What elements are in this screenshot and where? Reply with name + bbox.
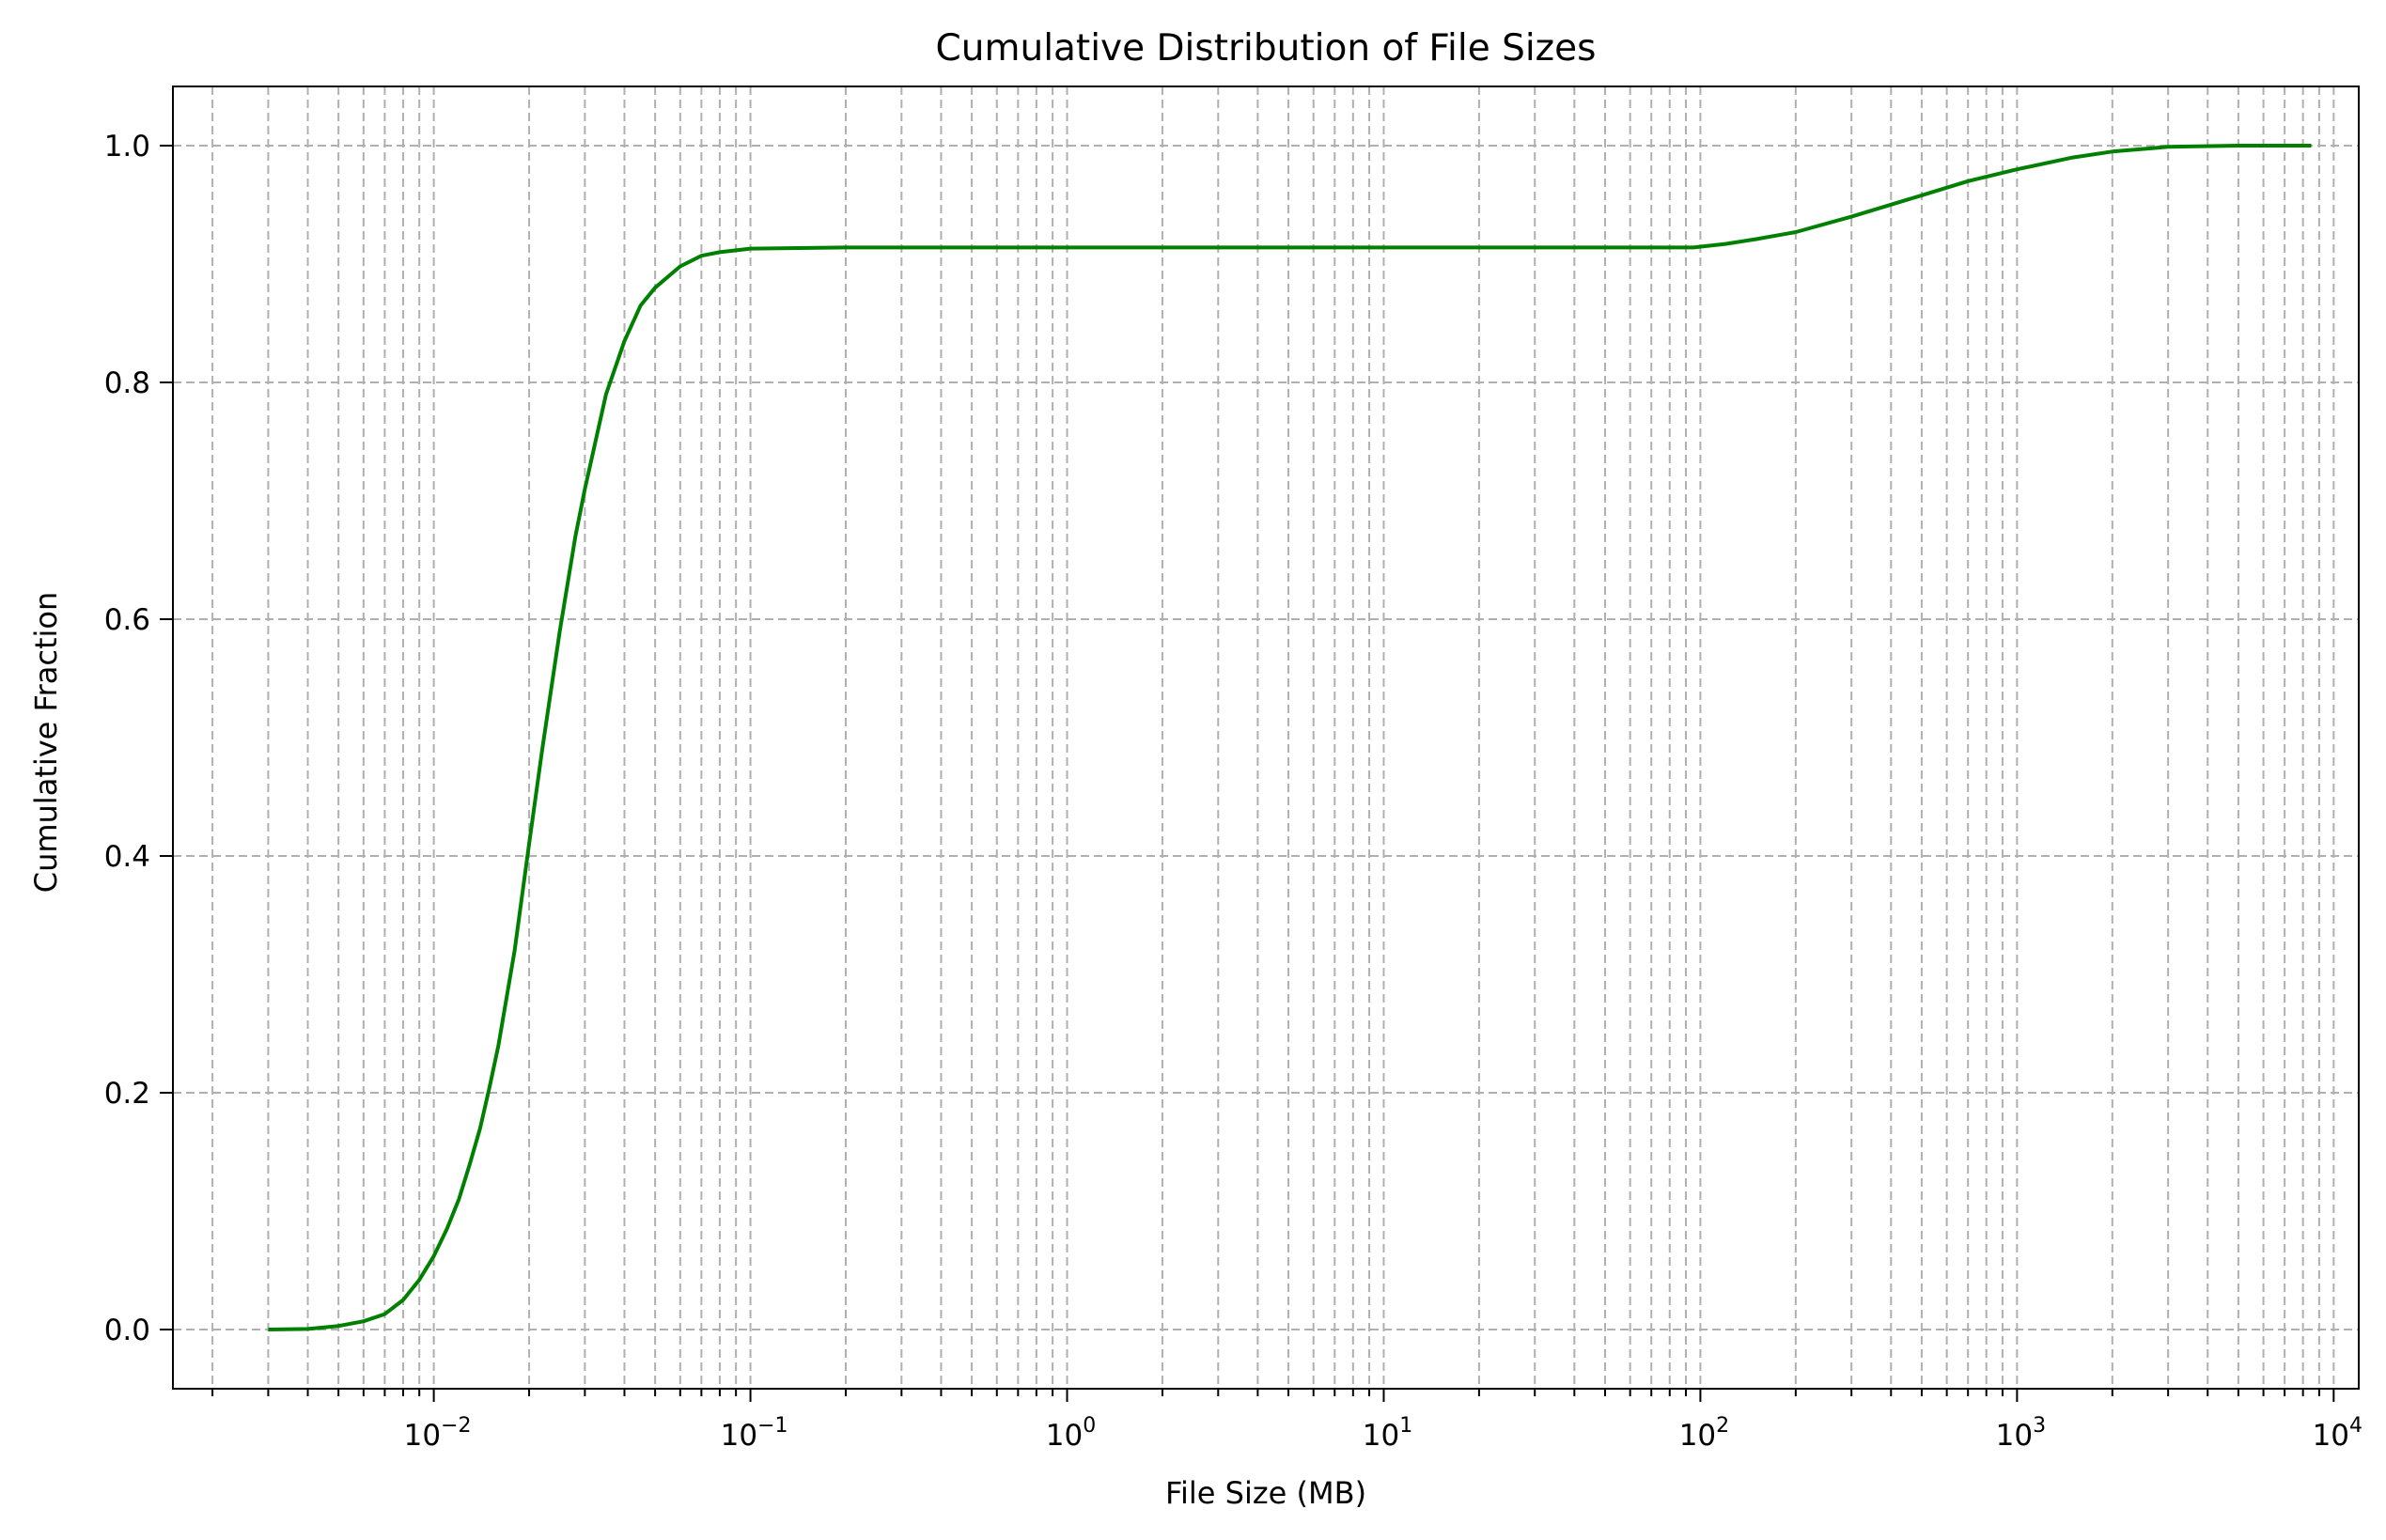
y-tick-label: 0.8 xyxy=(104,366,150,400)
y-tick-label: 0.6 xyxy=(104,603,150,637)
series-layer xyxy=(268,144,2312,1331)
y-tick-label: 1.0 xyxy=(104,130,150,163)
cdf-line xyxy=(268,144,2312,1331)
y-axis-label: Cumulative Fraction xyxy=(28,592,64,894)
x-tick-label: 103 xyxy=(1996,1414,2046,1453)
chart-title: Cumulative Distribution of File Sizes xyxy=(936,27,1597,70)
grid-lines xyxy=(173,86,2359,1389)
x-tick-label: 10−1 xyxy=(721,1414,788,1453)
y-tick-label: 0.2 xyxy=(104,1077,150,1111)
y-tick-label: 0.0 xyxy=(104,1314,150,1347)
x-tick-label: 101 xyxy=(1363,1414,1412,1453)
x-axis-label: File Size (MB) xyxy=(1165,1475,1366,1511)
axis-ticks: 10−2 10−1 100 101 102 103 104 0.0 0.2 0.4 0.6 0.8 1.… xyxy=(104,130,2363,1453)
y-tick-label: 0.4 xyxy=(104,840,150,874)
x-tick-label: 104 xyxy=(2313,1414,2363,1453)
plot-frame xyxy=(172,86,2360,1390)
x-tick-label: 102 xyxy=(1679,1414,1729,1453)
x-tick-label: 100 xyxy=(1046,1414,1096,1453)
x-tick-label: 10−2 xyxy=(404,1414,472,1453)
